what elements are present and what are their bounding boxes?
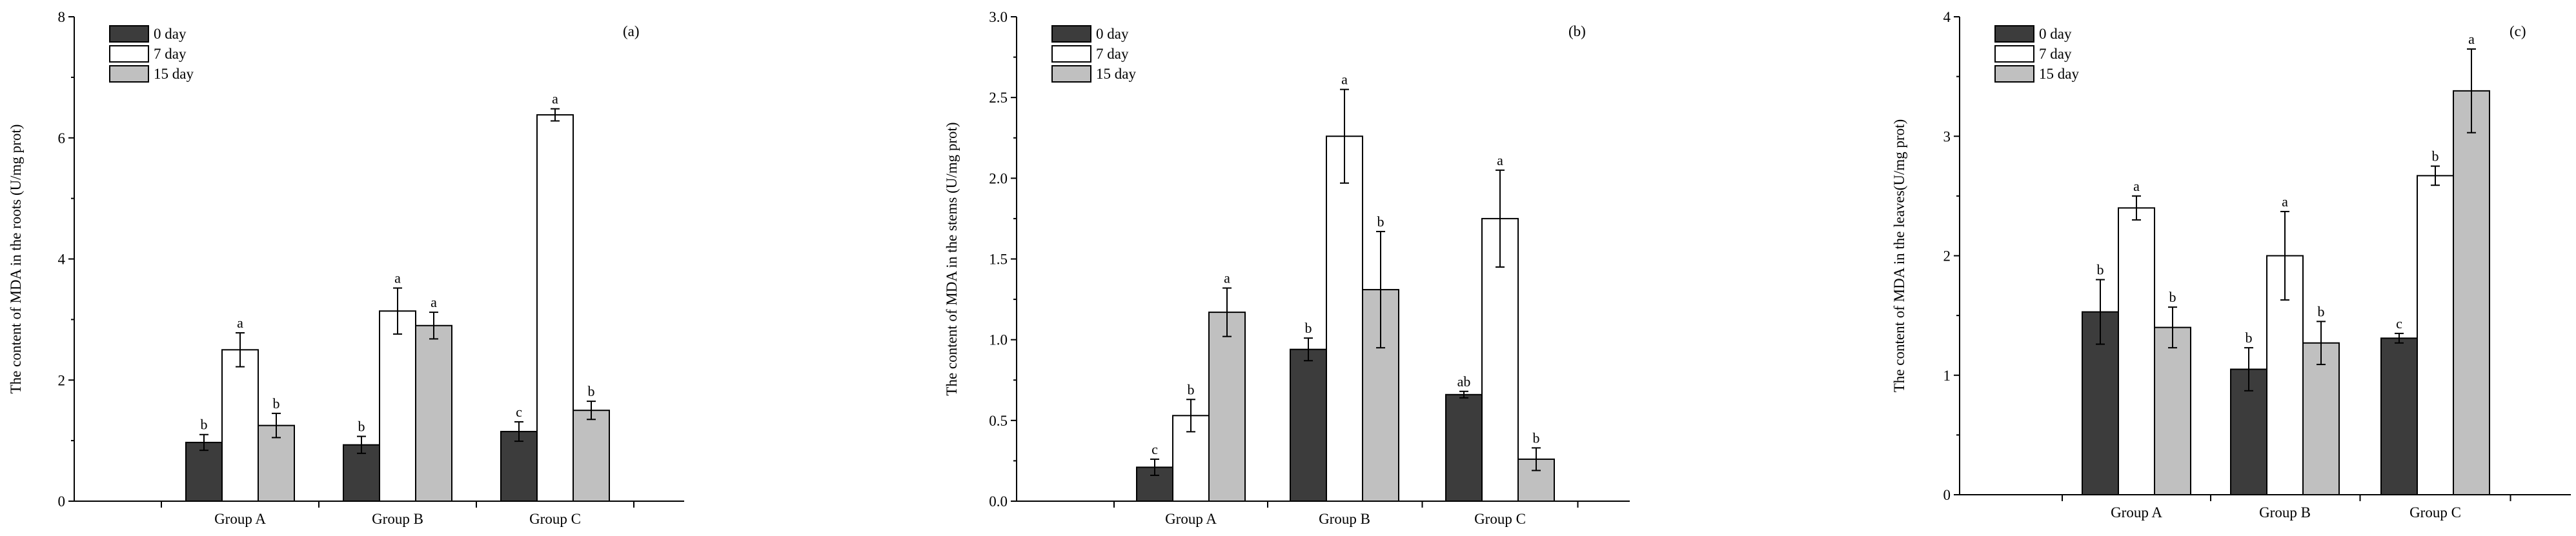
- legend-swatch: [1051, 45, 1091, 63]
- chart-panel-1: 0 2 4 6 8 The content of MDA in the roots (U/…: [8, 9, 684, 527]
- y-axis-title: The content of MDA in the stems (U/mg pr…: [944, 122, 960, 395]
- legend-label: 0 day: [2039, 26, 2072, 42]
- bar: [258, 424, 295, 502]
- significance-letter: b: [201, 417, 208, 433]
- y-tick-label: 1: [1943, 368, 1951, 384]
- x-tick-label: Group C: [529, 511, 581, 527]
- significance-letter: b: [2097, 262, 2104, 278]
- legend-label: 15 day: [154, 66, 194, 82]
- legend-label: 7 day: [2039, 46, 2072, 62]
- legend-swatch: [109, 45, 149, 63]
- bar: [185, 441, 223, 502]
- y-tick-label: 3: [1943, 128, 1951, 144]
- legend-swatch: [109, 25, 149, 43]
- significance-letter: c: [2396, 315, 2402, 332]
- significance-letter: b: [1188, 381, 1195, 397]
- chart-panel-2: 0.0 0.5 1.0 1.5 2.0 2.5 3.0 The content of MDA …: [944, 9, 1630, 527]
- x-tick-label: Group A: [214, 511, 266, 527]
- x-tick-label: Group B: [372, 511, 423, 527]
- y-tick-label: 6: [58, 130, 66, 146]
- x-tick-label: Group C: [1474, 511, 1526, 527]
- legend-swatch: [1051, 25, 1091, 43]
- significance-letter: a: [2133, 178, 2140, 194]
- significance-letter: b: [1533, 430, 1540, 446]
- significance-letter: b: [588, 383, 595, 399]
- bar: [1326, 135, 1363, 502]
- bar: [2453, 90, 2490, 496]
- y-tick-label: 2.0: [989, 170, 1008, 186]
- significance-letter: b: [2246, 330, 2253, 346]
- legend-swatch: [1994, 45, 2034, 63]
- significance-letter: a: [431, 294, 437, 310]
- legend-label: 7 day: [154, 46, 187, 62]
- bar: [2302, 342, 2340, 495]
- significance-letter: a: [2468, 31, 2475, 47]
- significance-letter: a: [1224, 270, 1230, 286]
- panel-label: (a): [623, 23, 640, 39]
- significance-letter: b: [2318, 303, 2325, 319]
- significance-letter: b: [1377, 213, 1384, 230]
- significance-letter: a: [394, 270, 401, 286]
- bar: [221, 349, 259, 502]
- significance-letter: b: [358, 419, 365, 435]
- panel-label: (c): [2510, 23, 2526, 39]
- y-tick-label: 0.5: [989, 413, 1008, 429]
- bar: [573, 410, 610, 502]
- significance-letter: b: [273, 395, 280, 412]
- significance-letter: c: [516, 404, 522, 420]
- significance-letter: a: [2282, 194, 2288, 210]
- bar: [2380, 337, 2418, 496]
- y-tick-label: 2.5: [989, 90, 1008, 106]
- bar: [415, 324, 452, 502]
- significance-letter: b: [2169, 289, 2176, 305]
- y-tick-label: 1.0: [989, 332, 1008, 348]
- y-tick-label: 4: [1943, 9, 1951, 25]
- significance-letter: a: [1497, 152, 1503, 168]
- y-tick-label: 4: [58, 252, 66, 268]
- y-tick-label: 3.0: [989, 9, 1008, 25]
- bar: [2154, 326, 2191, 495]
- bar: [1445, 393, 1483, 502]
- legend-label: 0 day: [154, 26, 187, 42]
- bar: [2118, 207, 2155, 495]
- bar: [1208, 312, 1246, 502]
- y-tick-label: 2: [58, 372, 66, 388]
- legend-label: 7 day: [1096, 46, 1129, 62]
- chart-panel-3: 0 1 2 3 4 The content of MDA in the leaves(U/…: [1891, 9, 2571, 521]
- bar: [379, 310, 416, 502]
- y-tick-label: 8: [58, 9, 66, 25]
- significance-letter: b: [2432, 148, 2439, 164]
- legend-label: 15 day: [1096, 66, 1136, 82]
- significance-letter: c: [1151, 441, 1158, 457]
- y-tick-label: 0.0: [989, 493, 1008, 510]
- x-tick-label: Group B: [1319, 511, 1370, 527]
- y-axis-title: The content of MDA in the leaves(U/mg pr…: [1891, 119, 1907, 392]
- significance-letter: ab: [1457, 373, 1471, 390]
- y-tick-label: 1.5: [989, 252, 1008, 268]
- legend-swatch: [1994, 25, 2034, 43]
- bar: [2417, 175, 2454, 495]
- x-tick-label: Group A: [1165, 511, 1217, 527]
- significance-letter: a: [237, 315, 243, 331]
- bar: [1290, 348, 1327, 502]
- x-tick-label: Group C: [2409, 504, 2461, 521]
- x-tick-label: Group B: [2259, 504, 2311, 521]
- legend-swatch: [1994, 65, 2034, 83]
- y-tick-label: 0: [1943, 487, 1951, 503]
- significance-letter: b: [1305, 320, 1312, 336]
- bar: [536, 114, 574, 502]
- y-tick-label: 2: [1943, 248, 1951, 264]
- significance-letter: a: [1341, 72, 1348, 88]
- legend-label: 0 day: [1096, 26, 1129, 42]
- y-axis-title: The content of MDA in the roots (U/mg pr…: [8, 124, 24, 394]
- panel-label: (b): [1568, 23, 1586, 39]
- bar: [500, 431, 538, 502]
- x-tick-label: Group A: [2111, 504, 2162, 521]
- legend-label: 15 day: [2039, 66, 2079, 82]
- y-tick-label: 0: [58, 493, 66, 510]
- legend-swatch: [109, 65, 149, 83]
- legend-swatch: [1051, 65, 1091, 83]
- significance-letter: a: [552, 91, 558, 107]
